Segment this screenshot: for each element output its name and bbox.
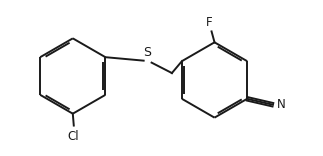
Text: S: S	[144, 46, 151, 59]
Text: F: F	[206, 16, 213, 29]
Text: N: N	[277, 98, 286, 111]
Text: Cl: Cl	[67, 129, 78, 143]
